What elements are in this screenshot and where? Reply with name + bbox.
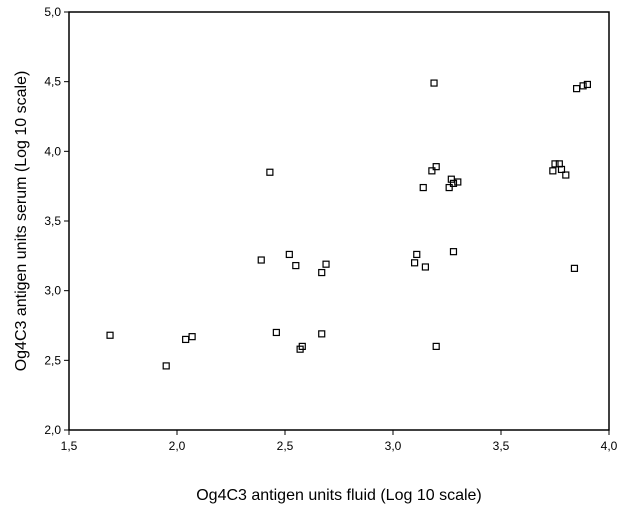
x-axis: 1,5 2,0 2,5 3,0 3,5 4,0 [61, 430, 618, 453]
x-tick-label: 1,5 [61, 439, 78, 453]
data-point [562, 171, 570, 179]
y-tick-label: 4,5 [44, 75, 61, 89]
x-tick-label: 2,5 [277, 439, 294, 453]
plot-area [68, 11, 610, 431]
x-tick-label: 3,0 [385, 439, 402, 453]
y-tick-label: 3,5 [44, 214, 61, 228]
data-point [413, 250, 421, 259]
data-point [549, 167, 557, 175]
data-point [570, 264, 579, 272]
data-point [106, 331, 114, 339]
data-point [454, 178, 462, 186]
data-point [285, 250, 293, 259]
x-tick-label: 4,0 [601, 439, 618, 453]
y-axis-title: Og4C3 antigen units serum (Log 10 scale) [13, 71, 30, 372]
data-point [432, 163, 440, 171]
y-tick-label: 4,0 [44, 144, 61, 158]
data-point [322, 260, 330, 268]
x-tick-label: 3,5 [493, 439, 510, 453]
y-tick-label: 2,0 [44, 423, 61, 437]
data-point [421, 263, 429, 271]
x-tick-label: 2,0 [169, 439, 186, 453]
y-tick-label: 3,0 [44, 284, 61, 298]
data-point [449, 248, 458, 256]
data-point [411, 259, 419, 267]
data-point [162, 362, 170, 370]
y-tick-label: 2,5 [44, 353, 61, 367]
data-point [449, 179, 458, 187]
data-point [583, 80, 592, 89]
data-point [428, 167, 436, 175]
data-point [298, 342, 306, 350]
data-point [292, 261, 300, 270]
data-point [445, 183, 453, 192]
data-point [579, 82, 587, 90]
y-axis: 2,0 2,5 3,0 3,5 4,0 4,5 5,0 [44, 5, 69, 437]
data-point [551, 160, 559, 168]
data-point [188, 333, 196, 341]
y-tick-label: 5,0 [44, 5, 61, 19]
data-points [106, 79, 592, 370]
data-point [266, 168, 274, 176]
data-point [318, 268, 326, 277]
data-point [272, 328, 280, 337]
data-point [257, 256, 265, 264]
data-point [557, 165, 566, 174]
data-point [432, 342, 440, 350]
x-axis-title: Og4C3 antigen units fluid (Log 10 scale) [196, 487, 482, 504]
data-point [318, 330, 326, 338]
data-point [430, 79, 438, 87]
data-point [419, 183, 427, 192]
